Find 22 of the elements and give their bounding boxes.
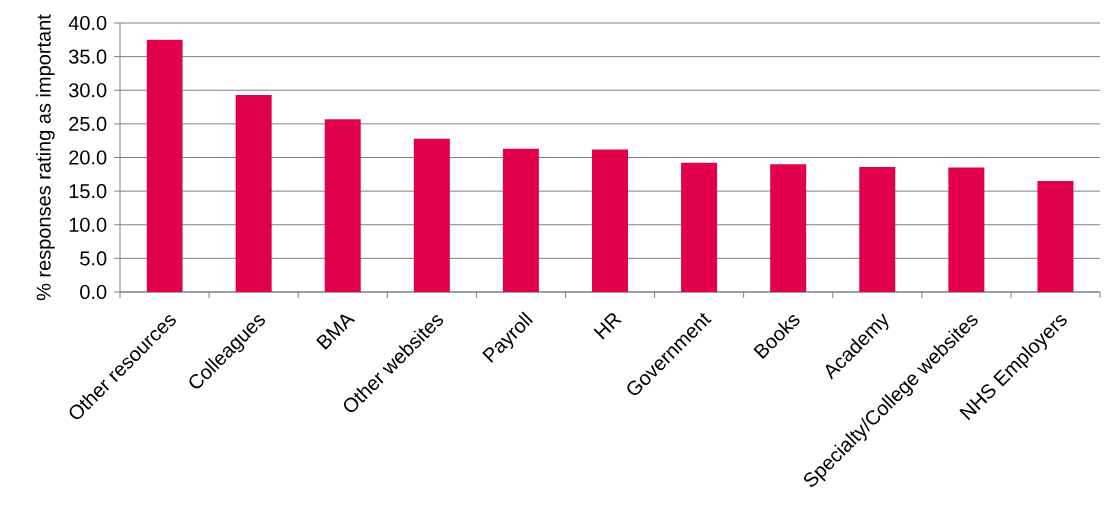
bar [770, 164, 807, 292]
bar [502, 148, 539, 292]
y-tick-label: 15.0 [69, 184, 107, 199]
y-axis-title: % responses rating as important [36, 14, 55, 301]
bar [413, 138, 450, 292]
bar [948, 167, 985, 292]
bar [859, 166, 896, 292]
y-tick-label: 10.0 [69, 217, 107, 232]
bar [146, 39, 183, 292]
bar [592, 149, 629, 292]
bar [324, 119, 361, 292]
bar [235, 94, 272, 292]
y-tick-label: 20.0 [69, 150, 107, 165]
y-tick-label: 30.0 [68, 83, 107, 98]
y-tick-label: 40.0 [68, 15, 107, 31]
y-tick-label: 0.0 [80, 284, 107, 300]
y-tick-label: 35.0 [68, 49, 107, 64]
bar [1037, 181, 1074, 292]
y-tick-label: 25.0 [69, 116, 107, 131]
y-tick-label: 5.0 [80, 251, 107, 266]
bar [681, 162, 718, 292]
x-tick-label: HR [593, 313, 622, 340]
